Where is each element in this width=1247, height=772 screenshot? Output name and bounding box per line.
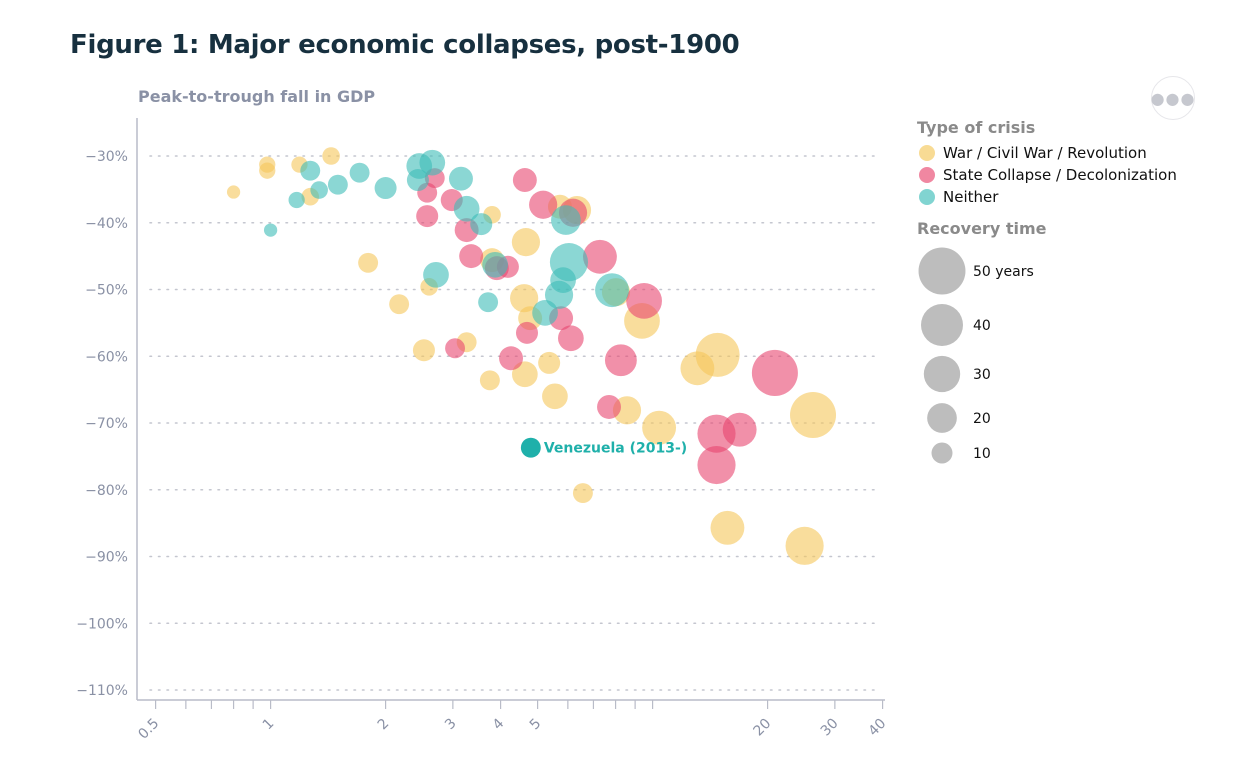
bubble-state-collapse — [512, 168, 537, 193]
legend-type-title: Type of crisis — [917, 118, 1035, 137]
bubble-neither — [478, 292, 499, 313]
y-tick-label: −110% — [76, 683, 128, 699]
bubble-war — [511, 228, 541, 257]
bubble-war — [389, 294, 410, 315]
bubble-neither — [349, 162, 370, 183]
bubble-war — [322, 147, 340, 165]
bubble-neither — [532, 300, 558, 326]
y-tick-label: −50% — [85, 283, 128, 299]
bubble-neither — [310, 181, 328, 199]
bubble-war — [259, 162, 276, 179]
bubble-war — [572, 483, 593, 504]
bubble-war — [542, 383, 568, 410]
bubble-state-collapse — [583, 239, 617, 274]
bubble-war — [511, 361, 538, 388]
bubble-war — [790, 391, 837, 438]
bubble-neither — [374, 177, 397, 200]
bubble-state-collapse — [558, 325, 584, 352]
venezuela-annotation: Venezuela (2013-) — [544, 441, 687, 457]
y-tick-label: −30% — [85, 149, 128, 165]
bubble-neither — [419, 149, 446, 176]
legend-swatch-neither — [919, 189, 935, 205]
x-tick-label: 3 — [442, 716, 460, 734]
legend-size-label: 10 — [973, 446, 991, 462]
bubble-state-collapse — [529, 190, 558, 219]
x-tick-label: 4 — [490, 715, 508, 733]
bubble-state-collapse — [515, 321, 538, 344]
bubble-war — [412, 339, 435, 362]
bubble-neither — [595, 273, 629, 308]
legend-size-label: 20 — [973, 411, 991, 427]
legend-size-circle — [918, 247, 966, 295]
bubble-state-collapse — [604, 344, 637, 377]
x-tick-label: 20 — [751, 716, 775, 740]
bubble-war — [358, 252, 379, 273]
legend-size-label: 30 — [973, 367, 991, 383]
x-tick-label: 5 — [527, 716, 545, 734]
bubble-war — [695, 332, 740, 377]
x-tick-label: 30 — [818, 716, 842, 740]
legend-label: Neither — [943, 188, 999, 206]
legend-size-label: 50 years — [973, 264, 1034, 280]
bubble-state-collapse — [722, 412, 757, 447]
y-tick-label: −60% — [85, 349, 128, 365]
bubble-neither — [288, 191, 305, 209]
bubble-state-collapse — [626, 282, 662, 319]
bubble-state-collapse — [697, 445, 736, 485]
bubble-neither — [482, 251, 508, 278]
x-tick-label: 0.5 — [135, 716, 162, 743]
bubble-war — [479, 370, 500, 391]
y-tick-label: −90% — [85, 550, 128, 566]
x-tick-label: 40 — [865, 716, 889, 740]
bubble-neither — [300, 160, 321, 181]
legend-label: State Collapse / Decolonization — [943, 166, 1177, 184]
figure-title: Figure 1: Major economic collapses, post… — [70, 30, 740, 60]
bubble-war — [538, 351, 561, 374]
bubble-war — [710, 510, 745, 545]
bubble-neither — [423, 261, 449, 288]
bubble-neither — [327, 174, 348, 195]
bubble-neither — [551, 205, 581, 235]
legend-label: War / Civil War / Revolution — [943, 144, 1147, 162]
y-tick-label: −100% — [76, 616, 128, 632]
x-tick-label: 1 — [260, 716, 278, 734]
legend-size-circle — [923, 355, 961, 393]
y-tick-label: −40% — [85, 216, 128, 232]
bubble-state-collapse — [751, 349, 798, 396]
legend-size-title: Recovery time — [917, 219, 1047, 238]
bubble-war — [642, 410, 677, 445]
bubble-state-collapse — [445, 338, 466, 359]
legend-size-label: 40 — [973, 318, 991, 334]
bubble-neither — [263, 223, 278, 237]
ellipsis-icon: ●●● — [1150, 88, 1196, 108]
legend-size-circle — [921, 304, 963, 346]
bubble-venezuela — [520, 437, 541, 458]
legend-size-circle — [931, 442, 953, 464]
bubble-neither — [544, 280, 574, 309]
bubble-state-collapse — [499, 346, 524, 371]
bubble-neither — [470, 213, 493, 236]
legend-size-circle — [927, 403, 957, 433]
bubble-state-collapse — [459, 244, 484, 269]
legend-swatch-war — [919, 145, 935, 161]
bubble-neither — [448, 166, 473, 191]
bubble-neither — [406, 169, 429, 192]
y-axis-label: Peak-to-trough fall in GDP — [138, 87, 375, 106]
bubble-state-collapse — [416, 205, 439, 228]
legend-swatch-state-collapse — [919, 167, 935, 183]
bubble-war — [226, 185, 241, 199]
more-options-button[interactable]: ●●● — [1151, 76, 1195, 120]
y-tick-label: −70% — [85, 416, 128, 432]
y-tick-label: −80% — [85, 483, 128, 499]
x-tick-label: 2 — [375, 716, 393, 734]
bubble-neither — [453, 195, 480, 222]
bubble-war — [510, 284, 539, 313]
bubble-war — [785, 526, 824, 565]
bubble-state-collapse — [597, 395, 621, 419]
